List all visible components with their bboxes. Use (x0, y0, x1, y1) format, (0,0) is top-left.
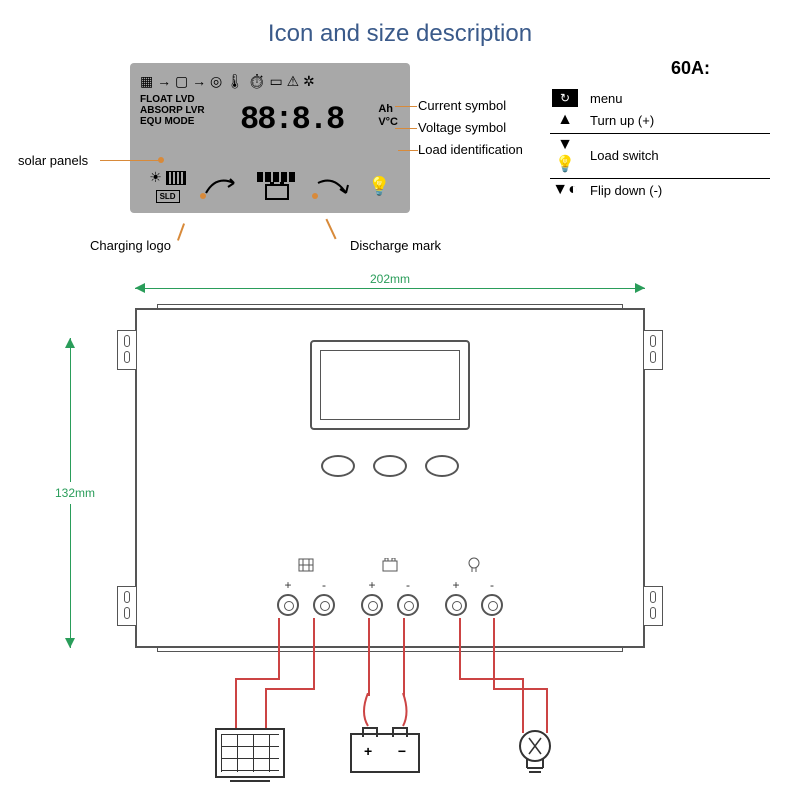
terminal-panel-neg (313, 594, 335, 616)
mount-tab-tl (117, 330, 137, 370)
dimension-height: 132mm (60, 338, 80, 648)
legend-row-up: ▲ Turn up (+) (550, 111, 770, 129)
mount-tab-tr (643, 330, 663, 370)
terminal-batt-neg (397, 594, 419, 616)
lcd-panel: ▦ → ▢ → ◎ 🌡 ⏱ ▭ ⚠ ✲ FLOAT LVD ABSORP LVR… (130, 63, 410, 213)
button-1[interactable] (321, 455, 355, 477)
label-solar-panels: solar panels (18, 153, 88, 168)
icon-description-section: ▦ → ▢ → ◎ 🌡 ⏱ ▭ ⚠ ✲ FLOAT LVD ABSORP LVR… (0, 58, 800, 268)
down-triangle-icon: ▼◐ (550, 181, 580, 199)
legend-text-menu: menu (590, 91, 623, 106)
terminal-group-battery: + - (361, 556, 419, 616)
bulb-drawing (515, 728, 555, 788)
dimension-width: 202mm (135, 278, 645, 298)
plus-sign: + (368, 578, 375, 592)
legend-text-down: Flip down (-) (590, 183, 662, 198)
label-load-id: Load identification (418, 142, 523, 157)
lcd-digits: 88:8.8 (240, 101, 343, 138)
button-2[interactable] (373, 455, 407, 477)
mount-tab-bl (117, 586, 137, 626)
legend-title: 60A: (550, 58, 770, 79)
legend-text-up: Turn up (+) (590, 113, 654, 128)
label-current-symbol: Current symbol (418, 98, 506, 113)
up-triangle-icon: ▲ (550, 111, 580, 129)
terminal-group-panel: + - (277, 556, 335, 616)
battery-icon (265, 184, 289, 200)
plus-sign: + (452, 578, 459, 592)
control-buttons (321, 455, 459, 477)
discharge-arrow-icon (316, 173, 350, 199)
minus-sign: - (490, 578, 494, 592)
sld-icon: SLD (156, 190, 180, 203)
lcd-top-icons: ▦ → ▢ → ◎ 🌡 ⏱ ▭ ⚠ ✲ (140, 73, 400, 90)
terminal-load-pos (445, 594, 467, 616)
terminal-group-load: + - (445, 556, 503, 616)
dim-width-label: 202mm (366, 272, 414, 286)
button-3[interactable] (425, 455, 459, 477)
mount-tab-br (643, 586, 663, 626)
device-screen (310, 340, 470, 430)
sun-icon: ☀ (149, 169, 162, 186)
device-outline: + - + - + - (135, 308, 645, 648)
terminal-load-neg (481, 594, 503, 616)
charge-arrow-icon (204, 173, 238, 199)
panel-terminal-icon (298, 556, 314, 574)
button-legend: 60A: ↻ menu ▲ Turn up (+) ▼💡 Load switch… (550, 58, 770, 203)
dim-height-label: 132mm (50, 482, 100, 504)
solar-panel-drawing (215, 728, 285, 778)
plus-sign: + (284, 578, 291, 592)
label-charging-logo: Charging logo (90, 238, 171, 253)
minus-sign: - (406, 578, 410, 592)
units-ah: Ah (378, 103, 398, 116)
battery-terminal-icon (382, 556, 398, 574)
device-dimensions-section: 202mm 132mm + (0, 268, 800, 798)
label-voltage-symbol: Voltage symbol (418, 120, 506, 135)
legend-row-menu: ↻ menu (550, 89, 770, 107)
solar-panel-icon (166, 171, 186, 185)
legend-text-load: Load switch (590, 148, 659, 163)
page-title: Icon and size description (0, 0, 800, 48)
load-terminal-icon (467, 556, 481, 574)
terminal-panel-pos (277, 594, 299, 616)
battery-drawing: + − (350, 733, 420, 773)
wiring-diagram: + − (135, 648, 645, 798)
battery-wire-curves (360, 693, 410, 738)
menu-icon: ↻ (552, 89, 578, 107)
label-discharge-mark: Discharge mark (350, 238, 441, 253)
terminal-row: + - + - + - (277, 556, 503, 616)
load-switch-icon: ▼💡 (550, 136, 580, 174)
minus-sign: - (322, 578, 326, 592)
legend-row-load: ▼💡 Load switch (550, 133, 770, 174)
legend-row-down: ▼◐ Flip down (-) (550, 178, 770, 199)
bulb-icon: 💡 (368, 176, 390, 197)
terminal-batt-pos (361, 594, 383, 616)
battery-bars-icon (257, 172, 297, 182)
